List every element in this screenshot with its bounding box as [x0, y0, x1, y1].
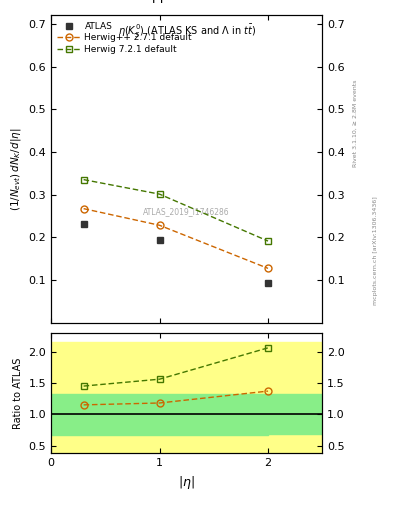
Bar — [51, 342, 322, 452]
Y-axis label: $(1/N_{evt})\,dN_K/d|\eta|$: $(1/N_{evt})\,dN_K/d|\eta|$ — [9, 127, 23, 210]
Text: 7000 GeV pp: 7000 GeV pp — [86, 0, 168, 3]
Text: Rivet 3.1.10, ≥ 2.8M events: Rivet 3.1.10, ≥ 2.8M events — [353, 79, 358, 166]
Text: ATLAS_2019_I1746286: ATLAS_2019_I1746286 — [143, 207, 230, 217]
Text: mcplots.cern.ch [arXiv:1306.3436]: mcplots.cern.ch [arXiv:1306.3436] — [373, 197, 378, 305]
Legend: ATLAS, Herwig++ 2.7.1 default, Herwig 7.2.1 default: ATLAS, Herwig++ 2.7.1 default, Herwig 7.… — [54, 18, 196, 58]
Y-axis label: Ratio to ATLAS: Ratio to ATLAS — [13, 357, 23, 429]
Text: $\eta(K_S^0)$ (ATLAS KS and $\Lambda$ in $t\bar{t}$): $\eta(K_S^0)$ (ATLAS KS and $\Lambda$ in… — [118, 23, 256, 40]
X-axis label: $|\eta|$: $|\eta|$ — [178, 474, 195, 490]
Text: $t\bar{t}$: $t\bar{t}$ — [324, 0, 336, 3]
